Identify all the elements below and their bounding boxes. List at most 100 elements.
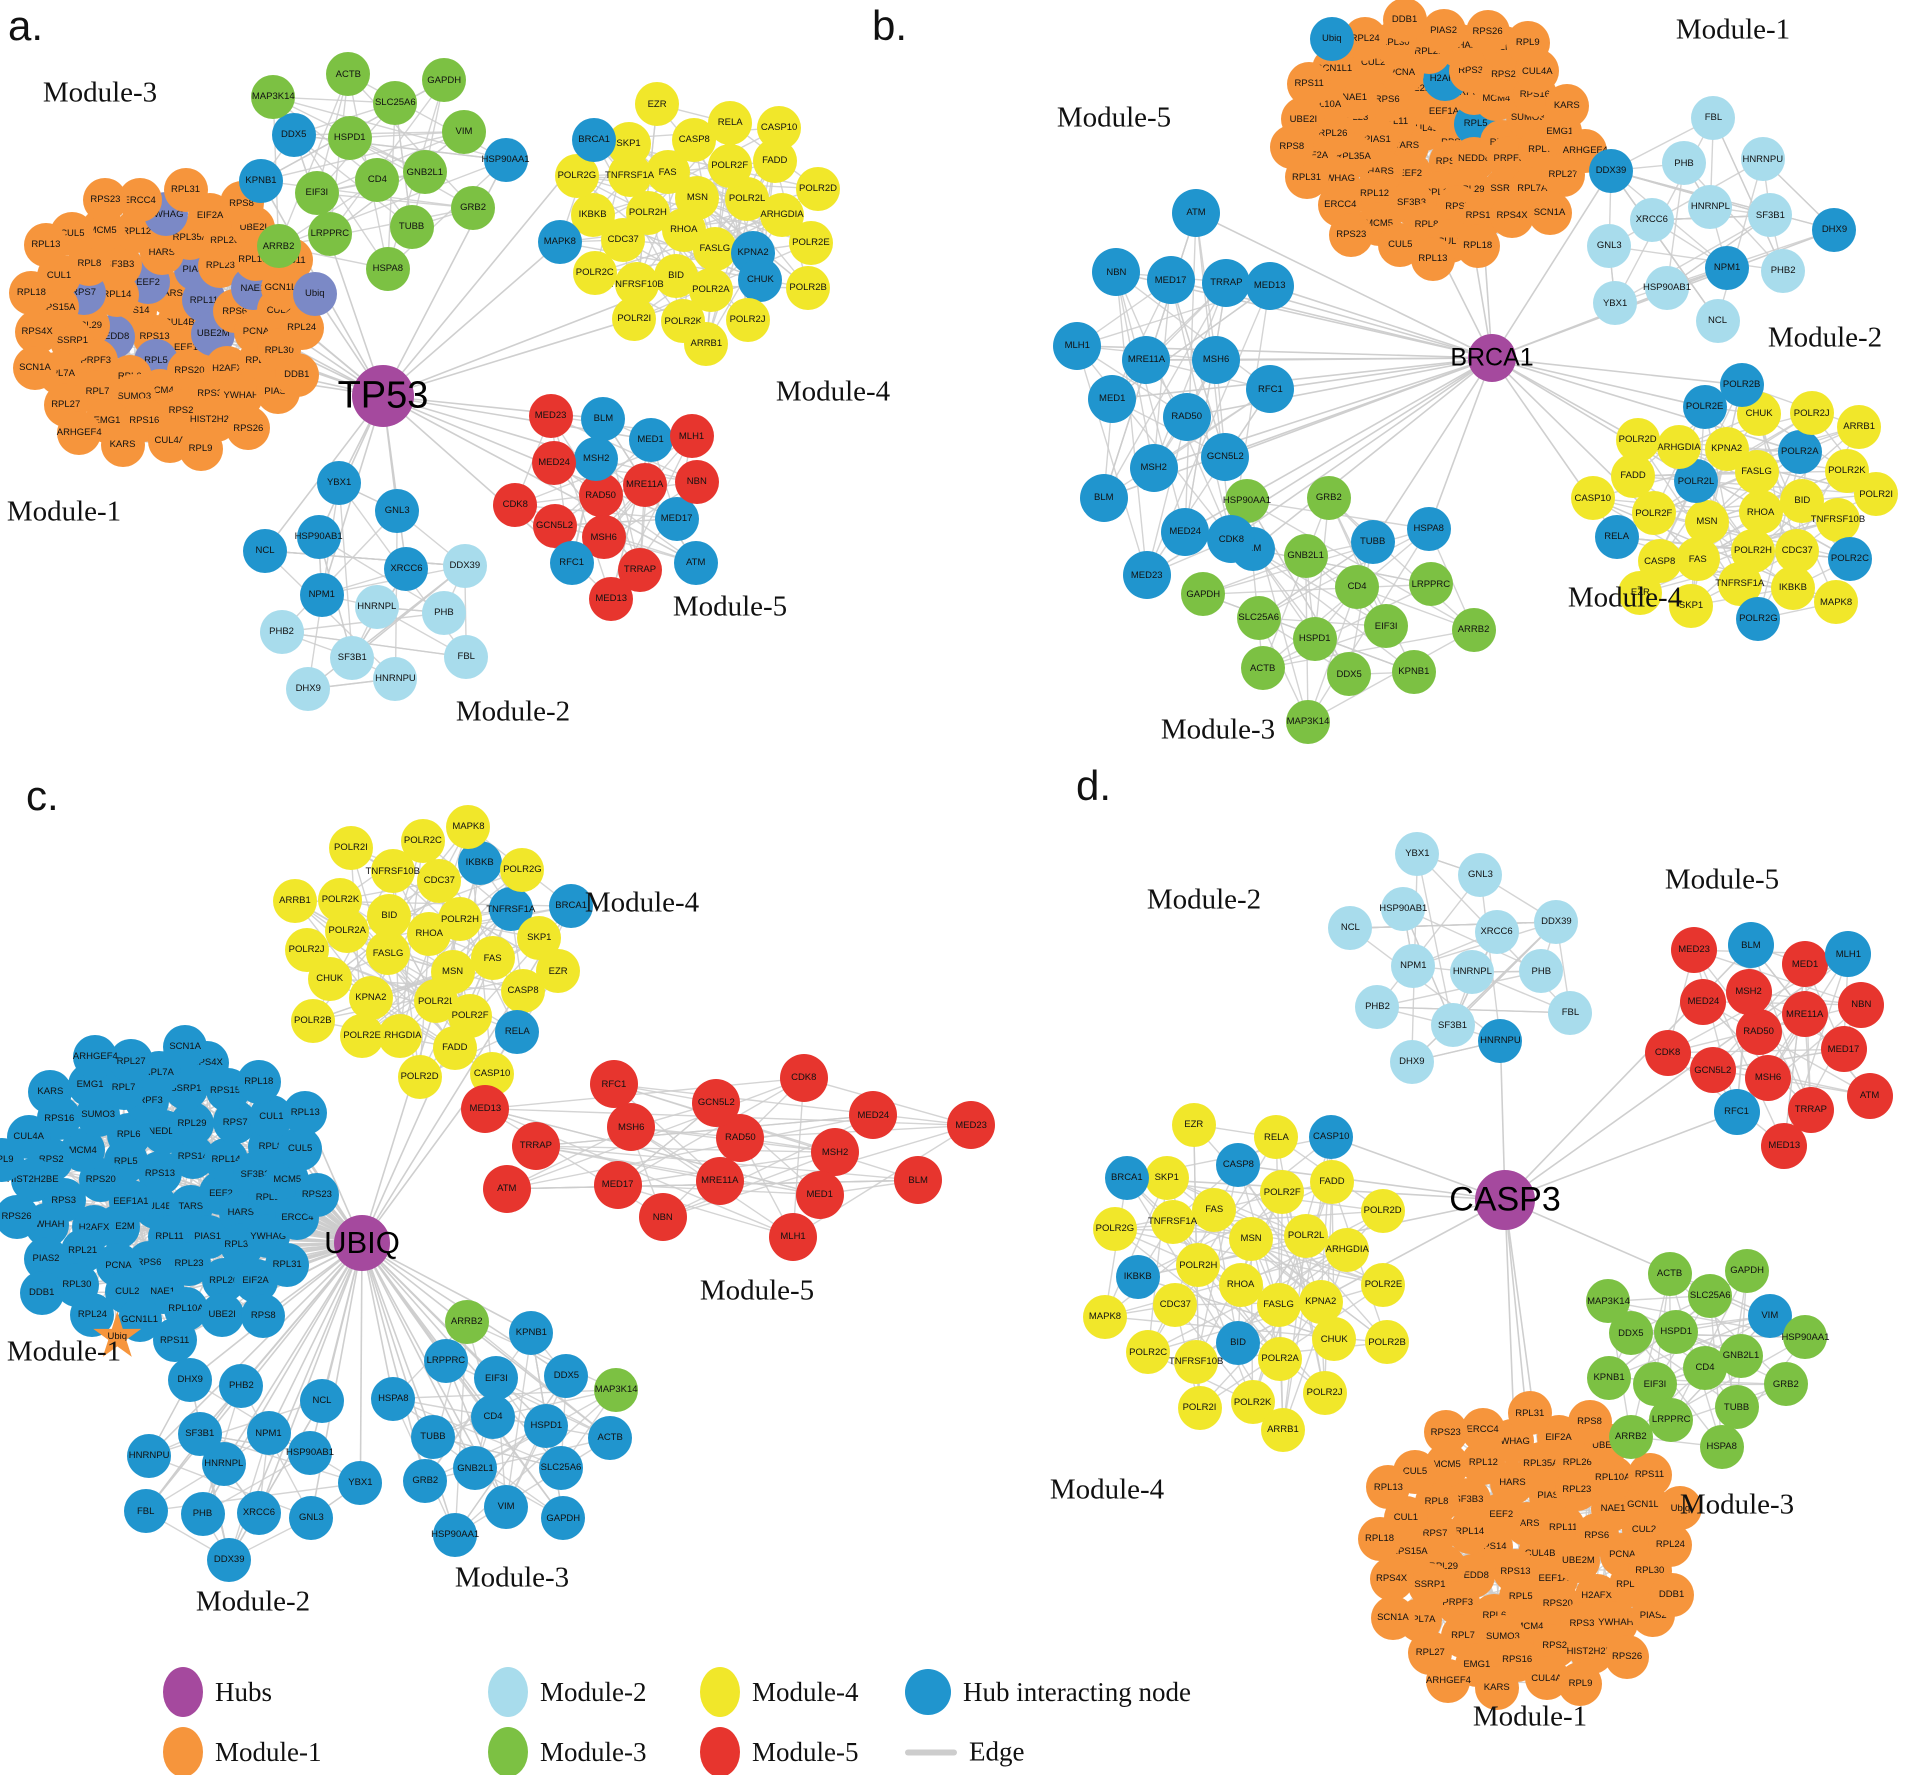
node-phb2[interactable]: PHB2 xyxy=(1761,248,1806,293)
node-polr2j[interactable]: POLR2J xyxy=(284,928,329,973)
node-polr2d[interactable]: POLR2D xyxy=(796,166,841,211)
node-mre11a[interactable]: MRE11A xyxy=(1781,991,1828,1038)
node-nbn[interactable]: NBN xyxy=(1092,248,1141,297)
node-med17[interactable]: MED17 xyxy=(1820,1026,1867,1073)
node-ddx39[interactable]: DDX39 xyxy=(1534,899,1579,944)
node-xrcc6[interactable]: XRCC6 xyxy=(1629,198,1674,243)
node-hnrnpu[interactable]: HNRNPU xyxy=(127,1433,172,1478)
node-ncl[interactable]: NCL xyxy=(1695,298,1740,343)
node-gcn5l2[interactable]: GCN5L2 xyxy=(1689,1047,1736,1094)
node-tnfrsf1a[interactable]: TNFRSF1A xyxy=(1148,1199,1197,1244)
node-mapk8[interactable]: MAPK8 xyxy=(537,220,582,265)
node-casp10[interactable]: CASP10 xyxy=(1309,1114,1354,1159)
node-grb2[interactable]: GRB2 xyxy=(1306,475,1351,520)
node-atm[interactable]: ATM xyxy=(1172,188,1221,237)
node-nbn[interactable]: NBN xyxy=(674,459,719,504)
node-ddb1[interactable]: DDB1 xyxy=(1649,1572,1694,1617)
node-rela[interactable]: RELA xyxy=(1594,514,1639,559)
node-gnl3[interactable]: GNL3 xyxy=(1587,224,1632,269)
node-scn1a[interactable]: SCN1A xyxy=(12,345,57,390)
node-rpl9[interactable]: RPL9 xyxy=(1505,20,1550,65)
node-blm[interactable]: BLM xyxy=(894,1156,943,1205)
node-rpl31[interactable]: RPL31 xyxy=(265,1243,310,1288)
node-vim[interactable]: VIM xyxy=(484,1484,529,1529)
node-gnb2l1[interactable]: GNB2L1 xyxy=(453,1446,498,1491)
node-rad50[interactable]: RAD50 xyxy=(1735,1009,1782,1056)
node-msn[interactable]: MSN xyxy=(1229,1217,1274,1262)
node-rpl9[interactable]: RPL9 xyxy=(1558,1661,1603,1706)
node-bid[interactable]: BID xyxy=(1216,1321,1261,1366)
node-msh6[interactable]: MSH6 xyxy=(607,1103,656,1152)
node-tubb[interactable]: TUBB xyxy=(389,205,434,250)
node-arrb2[interactable]: ARRB2 xyxy=(256,224,301,269)
node-hspd1[interactable]: HSPD1 xyxy=(1292,616,1337,661)
node-blm[interactable]: BLM xyxy=(1079,474,1128,523)
node-tubb[interactable]: TUBB xyxy=(1714,1385,1759,1430)
node-casp10[interactable]: CASP10 xyxy=(1570,476,1615,521)
node-med23[interactable]: MED23 xyxy=(528,393,573,438)
node-gapdh[interactable]: GAPDH xyxy=(1181,572,1226,617)
node-faslg[interactable]: FASLG xyxy=(1256,1282,1301,1327)
node-brca1[interactable]: BRCA1 xyxy=(572,118,617,162)
node-gnb2l1[interactable]: GNB2L1 xyxy=(402,150,447,195)
node-arrb2[interactable]: ARRB2 xyxy=(444,1299,489,1344)
node-grb2[interactable]: GRB2 xyxy=(403,1458,448,1503)
node-hspa8[interactable]: HSPA8 xyxy=(365,246,410,291)
node-fadd[interactable]: FADD xyxy=(432,1025,477,1070)
node-phb[interactable]: PHB xyxy=(1519,949,1564,994)
node-med1[interactable]: MED1 xyxy=(1088,375,1137,424)
node-fbl[interactable]: FBL xyxy=(1691,95,1736,140)
node-ddx5[interactable]: DDX5 xyxy=(544,1354,589,1399)
node-map3k14[interactable]: MAP3K14 xyxy=(1285,699,1330,744)
node-trrap[interactable]: TRRAP xyxy=(511,1122,560,1171)
node-fbl[interactable]: FBL xyxy=(444,635,489,680)
node-med1[interactable]: MED1 xyxy=(795,1170,844,1219)
node-hspa8[interactable]: HSPA8 xyxy=(371,1376,416,1421)
node-skp1[interactable]: SKP1 xyxy=(1669,583,1714,628)
node-rfc1[interactable]: RFC1 xyxy=(1246,365,1295,414)
node-ddx39[interactable]: DDX39 xyxy=(442,543,487,588)
node-slc25a6[interactable]: SLC25A6 xyxy=(373,80,418,125)
node-hsp90aa1[interactable]: HSP90AA1 xyxy=(431,1512,479,1557)
node-gnl3[interactable]: GNL3 xyxy=(1458,852,1503,897)
node-hnrnpl[interactable]: HNRNPL xyxy=(1450,950,1495,995)
node-rpl9[interactable]: RPL9 xyxy=(178,427,223,472)
node-kars[interactable]: KARS xyxy=(28,1069,73,1114)
node-slc25a6[interactable]: SLC25A6 xyxy=(1688,1273,1733,1318)
node-slc25a6[interactable]: SLC25A6 xyxy=(1236,595,1281,640)
node-actb[interactable]: ACTB xyxy=(1240,646,1285,691)
node-rela[interactable]: RELA xyxy=(495,1009,540,1054)
node-rela[interactable]: RELA xyxy=(1254,1115,1299,1160)
node-cdc37[interactable]: CDC37 xyxy=(1775,528,1820,573)
node-med1[interactable]: MED1 xyxy=(628,417,673,462)
node-rfc1[interactable]: RFC1 xyxy=(589,1060,638,1109)
node-kars[interactable]: KARS xyxy=(1474,1666,1519,1711)
hub-casp3[interactable] xyxy=(1475,1170,1535,1230)
node-fas[interactable]: FAS xyxy=(1192,1187,1237,1232)
node-hsp90ab1[interactable]: HSP90AB1 xyxy=(286,1430,334,1475)
node-polr2c[interactable]: POLR2C xyxy=(1126,1330,1171,1375)
node-npm1[interactable]: NPM1 xyxy=(1391,944,1436,989)
node-polr2d[interactable]: POLR2D xyxy=(1615,417,1660,462)
node-kars[interactable]: KARS xyxy=(1544,83,1589,128)
node-atm[interactable]: ATM xyxy=(673,540,718,585)
node-med1[interactable]: MED1 xyxy=(1782,941,1829,988)
node-rps23[interactable]: RPS23 xyxy=(83,177,128,222)
node-rps26[interactable]: RPS26 xyxy=(0,1195,39,1240)
node-ddx39[interactable]: DDX39 xyxy=(1589,148,1633,193)
node-arrb2[interactable]: ARRB2 xyxy=(1451,607,1496,652)
node-hnrnpu[interactable]: HNRNPU xyxy=(373,656,418,701)
node-rps8[interactable]: RPS8 xyxy=(1269,124,1314,169)
node-ddb1[interactable]: DDB1 xyxy=(274,353,319,398)
node-polr2e[interactable]: POLR2E xyxy=(788,220,833,265)
node-polr2i[interactable]: POLR2I xyxy=(1854,472,1899,517)
node-scn1a[interactable]: SCN1A xyxy=(1370,1595,1415,1640)
node-polr2g[interactable]: POLR2G xyxy=(500,848,545,893)
node-map3k14[interactable]: MAP3K14 xyxy=(251,75,296,120)
node-mre11a[interactable]: MRE11A xyxy=(695,1156,744,1205)
node-rela[interactable]: RELA xyxy=(708,100,753,145)
node-msh2[interactable]: MSH2 xyxy=(574,437,619,482)
node-hsp90aa1[interactable]: HSP90AA1 xyxy=(1781,1315,1830,1360)
node-rad50[interactable]: RAD50 xyxy=(1162,392,1211,441)
node-polr2f[interactable]: POLR2F xyxy=(1631,491,1676,536)
